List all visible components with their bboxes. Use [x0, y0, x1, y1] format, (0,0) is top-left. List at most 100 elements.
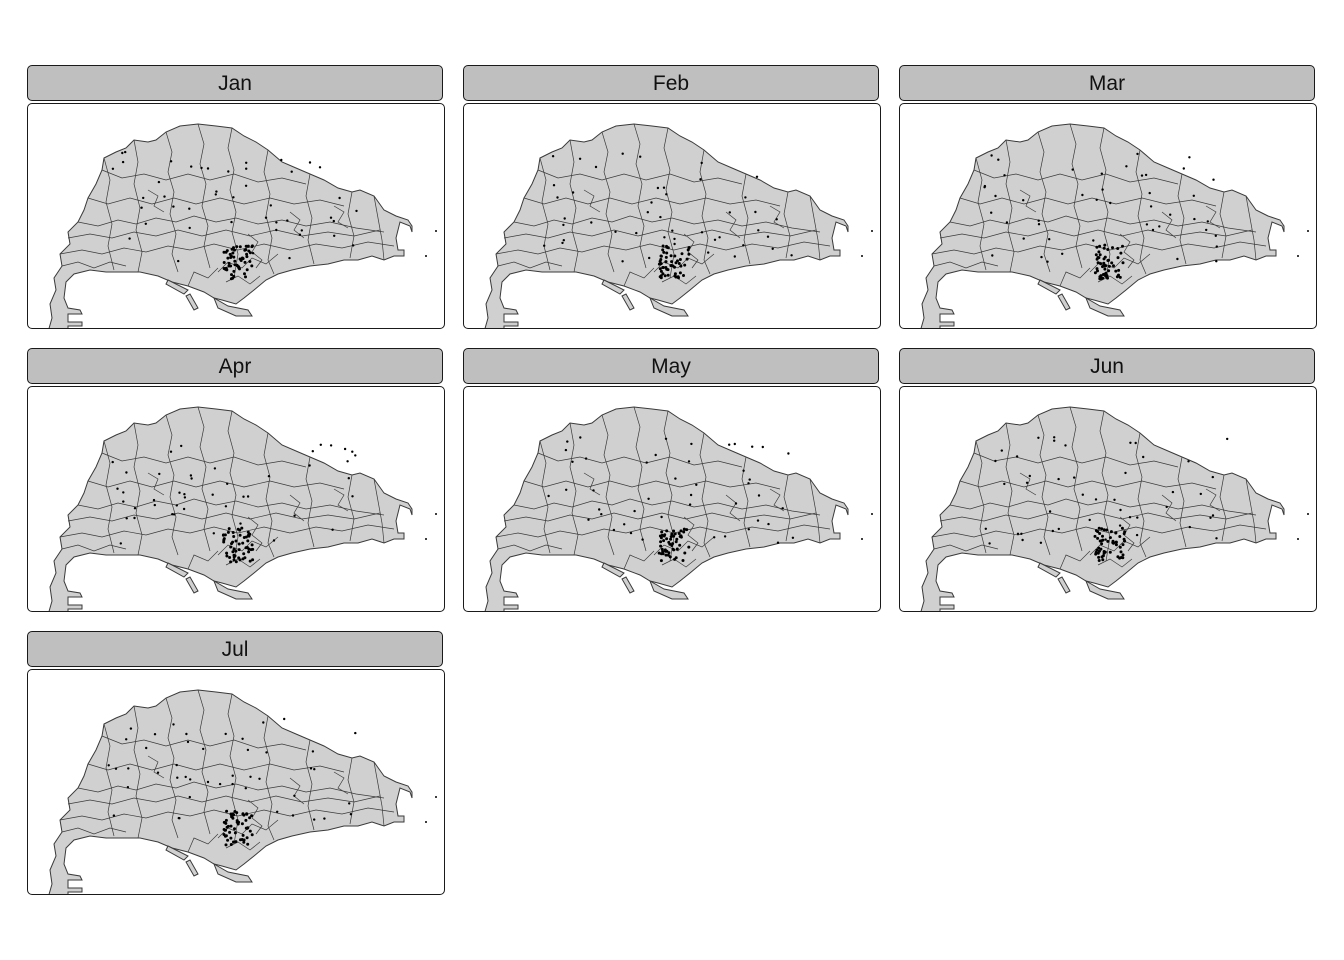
map-point: [677, 532, 681, 535]
map-point: [111, 167, 115, 170]
map-point: [247, 550, 251, 554]
map-point: [677, 262, 681, 265]
map-svg: [920, 406, 1309, 611]
subzone-boundary: [1069, 406, 1083, 552]
map-point: [232, 255, 236, 259]
map-point: [771, 247, 774, 250]
map-point: [224, 732, 227, 736]
map-point: [245, 252, 249, 256]
map-point: [1104, 538, 1107, 541]
map-point: [676, 259, 679, 263]
map-point: [683, 551, 687, 555]
map-point: [571, 460, 574, 463]
outlying-point: [861, 538, 863, 540]
subzone-boundary: [373, 478, 385, 544]
map-point: [1121, 244, 1124, 248]
subzone-boundary: [683, 516, 699, 552]
outlying-point: [425, 255, 427, 257]
map-point: [1099, 262, 1103, 266]
map-point: [248, 260, 252, 263]
map-point: [112, 814, 116, 817]
map-point: [152, 498, 156, 502]
map-point: [222, 250, 226, 254]
map-point: [232, 813, 236, 817]
subzone-boundary: [197, 689, 211, 835]
map-point: [180, 444, 183, 448]
map-point: [659, 552, 663, 556]
map-point: [1095, 548, 1099, 552]
map-point: [244, 248, 248, 252]
map-point: [200, 166, 203, 170]
map-point: [1140, 174, 1144, 177]
map-point: [176, 776, 179, 779]
map-point: [1119, 251, 1123, 255]
map-point: [650, 201, 653, 204]
subzone-boundary: [61, 261, 127, 269]
map-point: [1171, 490, 1175, 494]
outlying-point: [861, 255, 863, 257]
subzone-boundary: [133, 422, 143, 556]
map-point: [700, 231, 704, 234]
map-point: [1053, 439, 1056, 442]
subzone-boundary: [227, 410, 239, 562]
map-point: [781, 507, 784, 510]
map-point: [680, 252, 684, 256]
map-point: [234, 560, 238, 564]
map-point: [228, 556, 232, 559]
subzone-boundary: [1059, 550, 1091, 570]
map-point: [587, 518, 590, 521]
subzone-boundary: [725, 211, 741, 239]
map-point: [1098, 275, 1102, 279]
subzone-boundary: [1245, 478, 1257, 544]
map-point: [178, 491, 181, 494]
subzone-boundary: [503, 512, 817, 522]
map-point: [1108, 550, 1112, 554]
subzone-boundary: [699, 149, 711, 275]
map-point: [661, 248, 665, 252]
map-point: [983, 186, 986, 189]
map-point: [675, 537, 679, 541]
map-point: [246, 530, 250, 534]
map-point: [690, 442, 693, 446]
map-point: [244, 818, 248, 822]
subzone-boundary: [633, 123, 647, 269]
map-point: [1095, 198, 1098, 201]
subzone-boundary: [247, 516, 263, 552]
map-point: [682, 274, 685, 277]
map-point: [116, 487, 119, 490]
subzone-boundary: [1097, 558, 1133, 568]
islet: [165, 279, 189, 295]
map-point: [621, 152, 624, 155]
map-point: [124, 150, 127, 154]
subzone-boundary: [87, 480, 345, 490]
subzone-boundary: [1037, 414, 1051, 556]
map-point: [175, 504, 178, 507]
map-point: [660, 515, 663, 519]
map-point: [272, 539, 276, 542]
map-point: [242, 495, 245, 498]
map-point: [672, 534, 676, 538]
map-point: [276, 810, 279, 813]
map-point: [1134, 441, 1137, 445]
map-point: [1097, 526, 1101, 530]
map-point: [190, 165, 193, 168]
map-point: [248, 251, 252, 255]
map-point: [242, 552, 246, 556]
subzone-boundary: [1135, 149, 1147, 275]
map-point: [757, 494, 761, 497]
map-point: [565, 488, 568, 491]
map-point: [1116, 256, 1120, 260]
map-point: [245, 167, 248, 170]
map-point: [1113, 498, 1116, 501]
subzone-boundary: [513, 215, 821, 233]
map-point: [235, 264, 239, 268]
map-point: [215, 190, 218, 193]
map-point: [332, 219, 335, 223]
map-point: [679, 264, 683, 268]
subzone-boundary: [165, 131, 179, 273]
map-point: [1048, 510, 1052, 513]
map-point: [230, 273, 233, 277]
map-point: [1093, 534, 1097, 538]
subzone-boundary: [103, 157, 115, 271]
islet: [621, 293, 635, 311]
